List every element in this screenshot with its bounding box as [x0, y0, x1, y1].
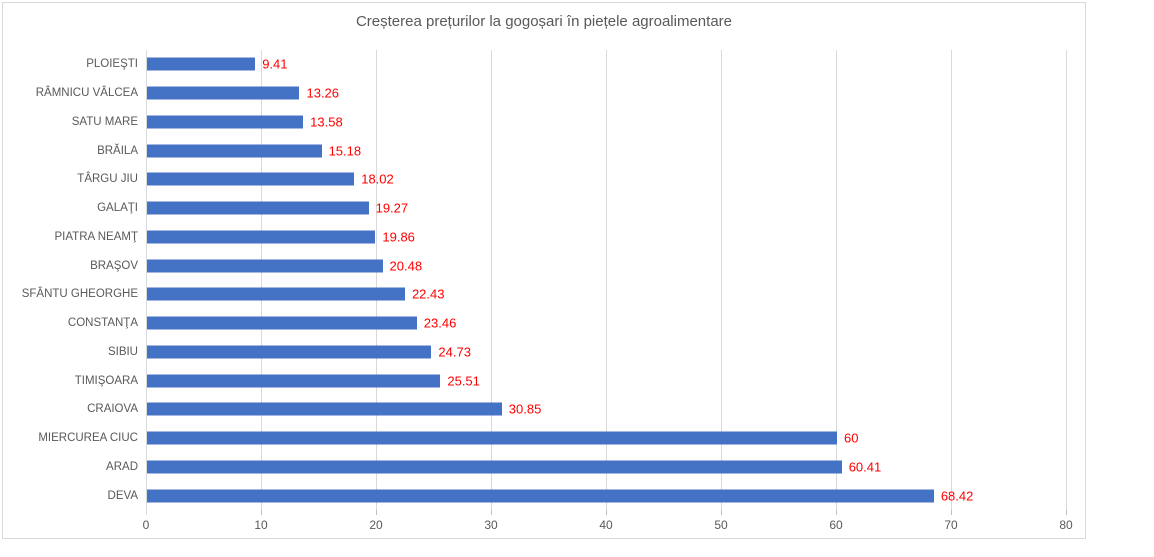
category-label: CRAIOVA [87, 403, 138, 416]
x-tick-label: 70 [944, 518, 958, 532]
gridline [261, 50, 262, 510]
value-label: 68.42 [940, 488, 974, 504]
axis-tick [261, 510, 262, 515]
axis-tick [721, 510, 722, 515]
category-label: ARAD [106, 460, 138, 473]
value-label: 60.41 [848, 459, 882, 475]
x-tick-label: 50 [714, 518, 728, 532]
category-label: BRAŞOV [90, 259, 138, 272]
gridline [606, 50, 607, 510]
bar [147, 402, 502, 416]
bar [147, 57, 256, 71]
gridline [836, 50, 837, 510]
chart-title: Creșterea prețurilor la gogoșari în pieț… [355, 13, 733, 30]
value-label: 9.41 [262, 56, 288, 72]
category-label: DEVA [107, 489, 138, 502]
category-label: GALAŢI [97, 202, 138, 215]
bar [147, 86, 300, 100]
gridline [376, 50, 377, 510]
x-tick-label: 20 [369, 518, 383, 532]
category-label: SATU MARE [71, 115, 138, 128]
category-label: BRĂILA [97, 144, 138, 157]
bar [147, 115, 304, 129]
bar [147, 287, 405, 301]
category-label: TÂRGU JIU [77, 173, 138, 186]
value-label: 19.27 [375, 200, 409, 216]
category-label: PLOIEŞTI [86, 58, 138, 71]
category-label: MIERCUREA CIUC [38, 432, 138, 445]
value-label: 18.02 [361, 171, 394, 187]
x-tick-label: 80 [1059, 518, 1073, 532]
bar [147, 316, 417, 330]
category-label: PIATRA NEAMŢ [54, 230, 139, 243]
x-tick-label: 10 [254, 518, 268, 532]
bar [147, 431, 837, 445]
axis-tick [836, 510, 837, 515]
x-tick-label: 0 [142, 518, 150, 532]
axis-tick [951, 510, 952, 515]
value-label: 15.18 [328, 143, 362, 159]
bar [147, 374, 441, 388]
category-label: SFÂNTU GHEORGHE [21, 288, 138, 301]
axis-tick [1066, 510, 1067, 515]
x-tick-label: 40 [599, 518, 613, 532]
value-label: 22.43 [411, 286, 445, 302]
value-label: 19.86 [382, 229, 415, 245]
gridline [951, 50, 952, 510]
gridline [1066, 50, 1067, 510]
x-tick-label: 30 [484, 518, 498, 532]
category-label: CONSTANŢA [67, 317, 138, 330]
gridline [491, 50, 492, 510]
axis-tick [606, 510, 607, 515]
bar [147, 230, 376, 244]
axis-tick [376, 510, 377, 515]
value-label: 20.48 [389, 258, 423, 274]
gridline [721, 50, 722, 510]
value-label: 23.46 [423, 315, 457, 331]
value-label: 24.73 [438, 344, 471, 360]
category-label: TIMIŞOARA [74, 374, 138, 387]
bar [147, 489, 934, 503]
x-tick-label: 60 [829, 518, 843, 532]
bar [147, 460, 842, 474]
axis-tick [491, 510, 492, 515]
value-label: 13.26 [306, 85, 340, 101]
category-label: SIBIU [107, 345, 138, 358]
value-label: 13.58 [310, 114, 343, 130]
chart-frame: Creșterea prețurilor la gogoșari în pieț… [2, 2, 1086, 539]
value-label: 25.51 [447, 373, 480, 389]
bar [147, 172, 355, 186]
y-axis-line [146, 50, 147, 515]
bar [147, 259, 383, 273]
value-label: 30.85 [508, 401, 542, 417]
plot-area: 0 10 20 30 40 50 60 70 80 PLOIEŞTI 9.41 RÂMNICU VÂL… [3, 3, 1085, 538]
category-label: RÂMNICU VÂLCEA [35, 87, 138, 100]
bar [147, 201, 369, 215]
value-label: 60 [844, 430, 859, 446]
bar [147, 345, 432, 359]
bar [147, 144, 322, 158]
